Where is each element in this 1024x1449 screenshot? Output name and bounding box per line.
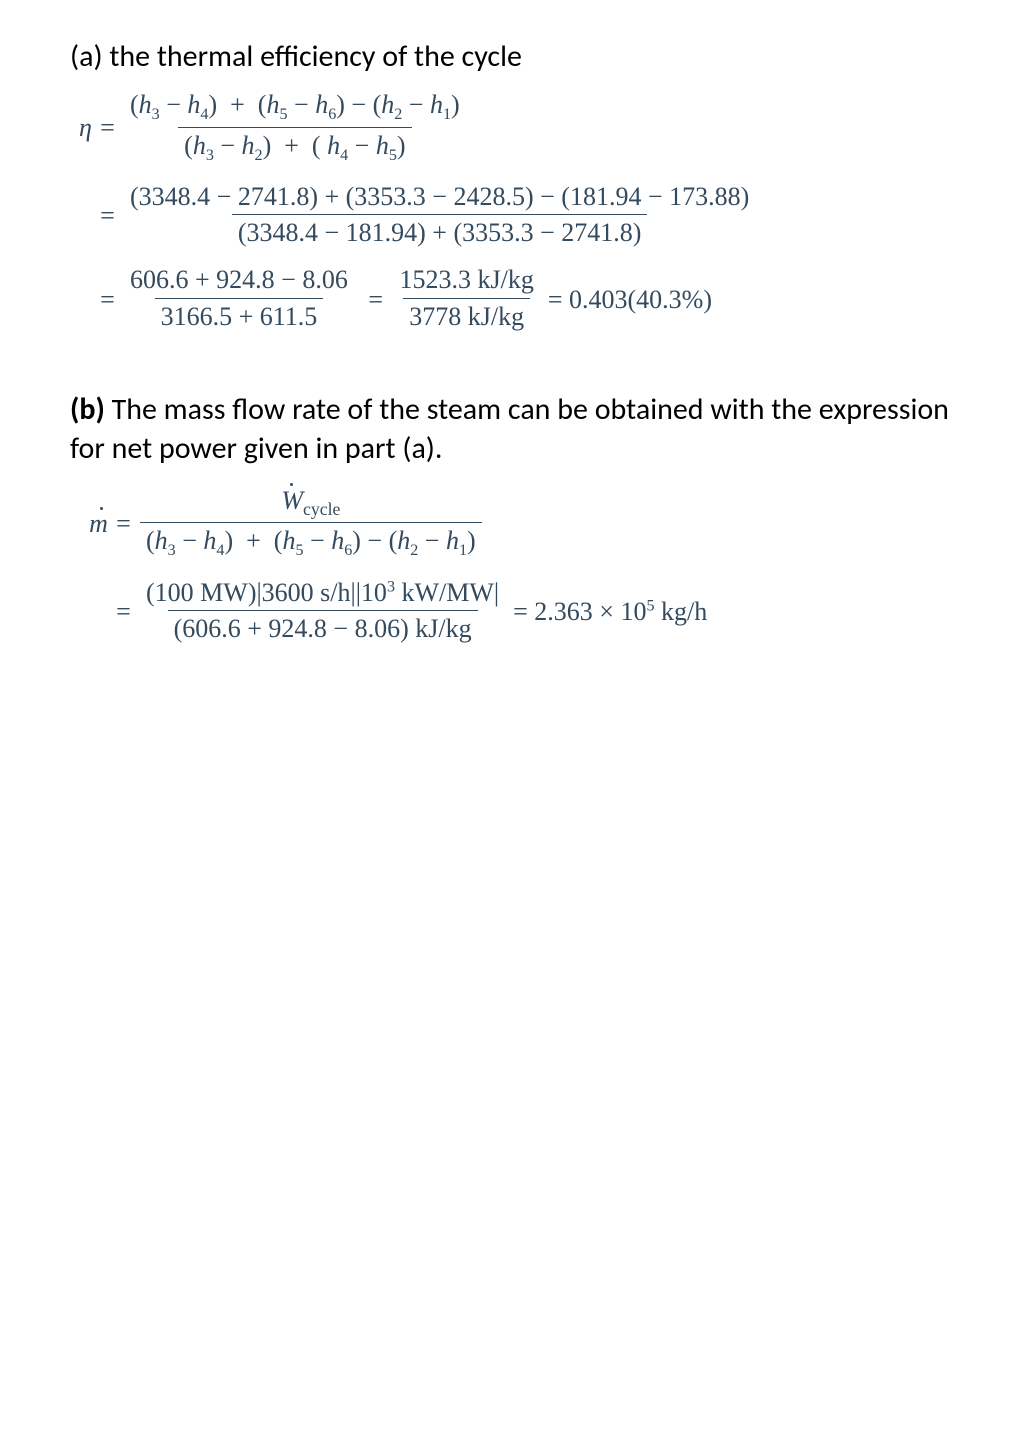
frac-b-symbolic: Wcycle (h3 − h4) + (h5 − h6) − (h2 − h1) xyxy=(140,485,482,563)
part-a-equations: η = (h3 − h4) + (h5 − h6) − (h2 − h1) (h… xyxy=(70,89,954,334)
frac-b-num-den: (606.6 + 924.8 − 8.06) kJ/kg xyxy=(168,610,478,646)
mdot-equals: m = xyxy=(70,508,136,539)
part-b-sentence: The mass flow rate of the steam can be o… xyxy=(70,391,949,468)
frac-a-numeric2b: 1523.3 kJ/kg 3778 kJ/kg xyxy=(394,264,540,333)
frac-a-symbolic-den: (h3 − h2) + ( h4 − h5) xyxy=(178,127,411,168)
eq-a-numeric2: = 606.6 + 924.8 − 8.06 3166.5 + 611.5 = … xyxy=(70,264,954,333)
frac-b-numeric: (100 MW)|3600 s/h||103 kW/MW| (606.6 + 9… xyxy=(140,577,505,646)
equals-2: = xyxy=(70,284,120,315)
frac-b-sym-num: Wcycle xyxy=(275,485,346,522)
equals-b: = xyxy=(70,596,136,627)
frac-a-num2b-den: 3778 kJ/kg xyxy=(403,298,530,334)
eq-b-symbolic: m = Wcycle (h3 − h4) + (h5 − h6) − (h2 −… xyxy=(70,485,954,563)
part-a-heading: (a) the thermal efficiency of the cycle xyxy=(70,38,954,75)
frac-b-num-num: (100 MW)|3600 s/h||103 kW/MW| xyxy=(140,577,505,610)
frac-a-numeric1: (3348.4 − 2741.8) + (3353.3 − 2428.5) − … xyxy=(124,181,755,250)
frac-a-num2b-num: 1523.3 kJ/kg xyxy=(394,264,540,297)
part-b-label: (b) xyxy=(70,391,105,428)
frac-a-symbolic: (h3 − h4) + (h5 − h6) − (h2 − h1) (h3 − … xyxy=(124,89,466,167)
frac-a-num2a-den: 3166.5 + 611.5 xyxy=(155,298,324,334)
part-b-equations: m = Wcycle (h3 − h4) + (h5 − h6) − (h2 −… xyxy=(70,485,954,646)
eta-equals: η = xyxy=(70,112,120,143)
eq-a-numeric1: = (3348.4 − 2741.8) + (3353.3 − 2428.5) … xyxy=(70,181,954,250)
equals-1: = xyxy=(70,200,120,231)
result-b: = 2.363 × 105 kg/h xyxy=(513,596,707,627)
frac-a-symbolic-num: (h3 − h4) + (h5 − h6) − (h2 − h1) xyxy=(124,89,466,127)
frac-a-numeric2a: 606.6 + 924.8 − 8.06 3166.5 + 611.5 xyxy=(124,264,354,333)
frac-a-num1-num: (3348.4 − 2741.8) + (3353.3 − 2428.5) − … xyxy=(124,181,755,214)
part-b-text: (b) The mass flow rate of the steam can … xyxy=(70,390,954,469)
eq-a-symbolic: η = (h3 − h4) + (h5 − h6) − (h2 − h1) (h… xyxy=(70,89,954,167)
equals-mid: = xyxy=(362,284,390,315)
frac-a-num2a-num: 606.6 + 924.8 − 8.06 xyxy=(124,264,354,297)
frac-a-num1-den: (3348.4 − 181.94) + (3353.3 − 2741.8) xyxy=(232,214,648,250)
result-a: = 0.403(40.3%) xyxy=(548,284,712,315)
frac-b-sym-den: (h3 − h4) + (h5 − h6) − (h2 − h1) xyxy=(140,522,482,563)
eq-b-numeric: = (100 MW)|3600 s/h||103 kW/MW| (606.6 +… xyxy=(70,577,954,646)
